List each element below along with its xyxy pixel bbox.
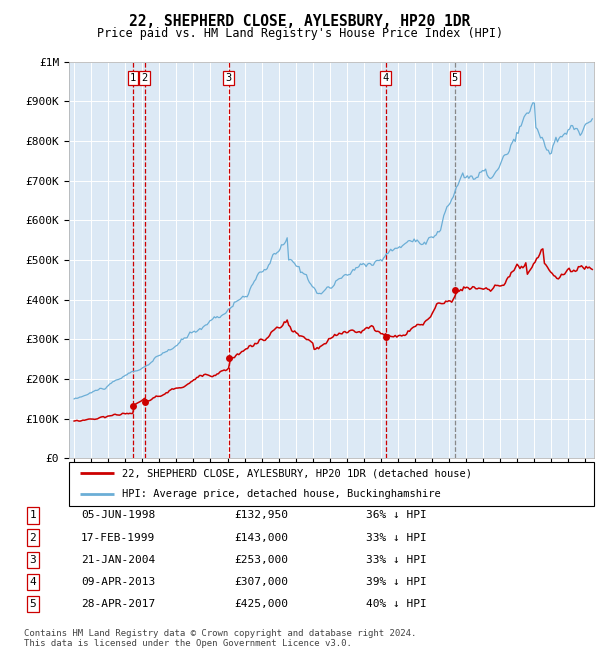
Text: 39% ↓ HPI: 39% ↓ HPI <box>366 577 427 587</box>
Text: 4: 4 <box>29 577 37 587</box>
Text: 4: 4 <box>382 73 389 83</box>
Text: 2: 2 <box>29 532 37 543</box>
Text: 09-APR-2013: 09-APR-2013 <box>81 577 155 587</box>
Text: Price paid vs. HM Land Registry's House Price Index (HPI): Price paid vs. HM Land Registry's House … <box>97 27 503 40</box>
Text: 05-JUN-1998: 05-JUN-1998 <box>81 510 155 521</box>
Text: 5: 5 <box>29 599 37 609</box>
Text: 22, SHEPHERD CLOSE, AYLESBURY, HP20 1DR: 22, SHEPHERD CLOSE, AYLESBURY, HP20 1DR <box>130 14 470 29</box>
Text: 2: 2 <box>142 73 148 83</box>
Text: £307,000: £307,000 <box>234 577 288 587</box>
Text: £253,000: £253,000 <box>234 554 288 565</box>
Text: HPI: Average price, detached house, Buckinghamshire: HPI: Average price, detached house, Buck… <box>121 489 440 499</box>
Text: 33% ↓ HPI: 33% ↓ HPI <box>366 554 427 565</box>
Text: Contains HM Land Registry data © Crown copyright and database right 2024.
This d: Contains HM Land Registry data © Crown c… <box>24 629 416 648</box>
Text: 33% ↓ HPI: 33% ↓ HPI <box>366 532 427 543</box>
Text: 1: 1 <box>29 510 37 521</box>
Text: £143,000: £143,000 <box>234 532 288 543</box>
Text: 3: 3 <box>226 73 232 83</box>
Text: £425,000: £425,000 <box>234 599 288 609</box>
Text: 36% ↓ HPI: 36% ↓ HPI <box>366 510 427 521</box>
Text: 17-FEB-1999: 17-FEB-1999 <box>81 532 155 543</box>
Text: 21-JAN-2004: 21-JAN-2004 <box>81 554 155 565</box>
Text: £132,950: £132,950 <box>234 510 288 521</box>
Text: 40% ↓ HPI: 40% ↓ HPI <box>366 599 427 609</box>
Text: 5: 5 <box>452 73 458 83</box>
Text: 1: 1 <box>130 73 136 83</box>
Text: 22, SHEPHERD CLOSE, AYLESBURY, HP20 1DR (detached house): 22, SHEPHERD CLOSE, AYLESBURY, HP20 1DR … <box>121 469 472 478</box>
Text: 3: 3 <box>29 554 37 565</box>
Text: 28-APR-2017: 28-APR-2017 <box>81 599 155 609</box>
